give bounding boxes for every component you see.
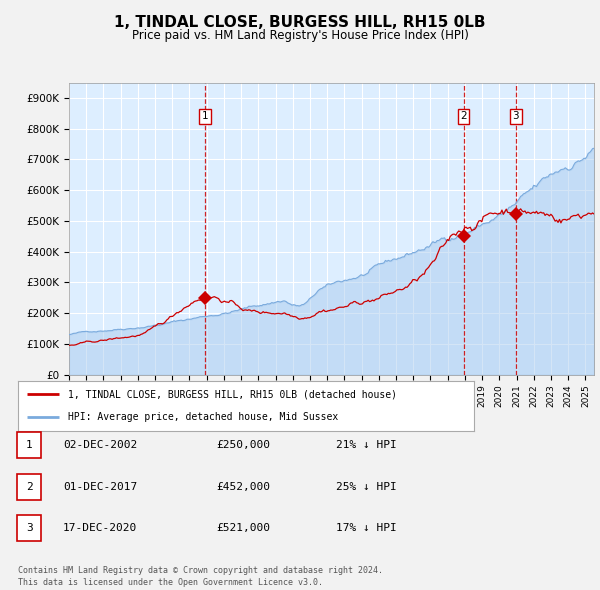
Text: 2: 2 — [26, 482, 33, 491]
Text: 1, TINDAL CLOSE, BURGESS HILL, RH15 0LB (detached house): 1, TINDAL CLOSE, BURGESS HILL, RH15 0LB … — [68, 389, 397, 399]
Text: 1: 1 — [202, 112, 209, 122]
Text: 1: 1 — [26, 441, 33, 450]
Text: 01-DEC-2017: 01-DEC-2017 — [63, 482, 137, 491]
Text: 17% ↓ HPI: 17% ↓ HPI — [336, 523, 397, 533]
Text: 3: 3 — [512, 112, 519, 122]
Text: £452,000: £452,000 — [216, 482, 270, 491]
Text: 02-DEC-2002: 02-DEC-2002 — [63, 441, 137, 450]
Text: 25% ↓ HPI: 25% ↓ HPI — [336, 482, 397, 491]
Text: 3: 3 — [26, 523, 33, 533]
Text: 17-DEC-2020: 17-DEC-2020 — [63, 523, 137, 533]
Text: Price paid vs. HM Land Registry's House Price Index (HPI): Price paid vs. HM Land Registry's House … — [131, 30, 469, 42]
Text: 21% ↓ HPI: 21% ↓ HPI — [336, 441, 397, 450]
Text: £521,000: £521,000 — [216, 523, 270, 533]
Text: Contains HM Land Registry data © Crown copyright and database right 2024.
This d: Contains HM Land Registry data © Crown c… — [18, 566, 383, 587]
Text: 1, TINDAL CLOSE, BURGESS HILL, RH15 0LB: 1, TINDAL CLOSE, BURGESS HILL, RH15 0LB — [114, 15, 486, 30]
Text: HPI: Average price, detached house, Mid Sussex: HPI: Average price, detached house, Mid … — [68, 412, 338, 422]
Text: £250,000: £250,000 — [216, 441, 270, 450]
Text: 2: 2 — [460, 112, 467, 122]
